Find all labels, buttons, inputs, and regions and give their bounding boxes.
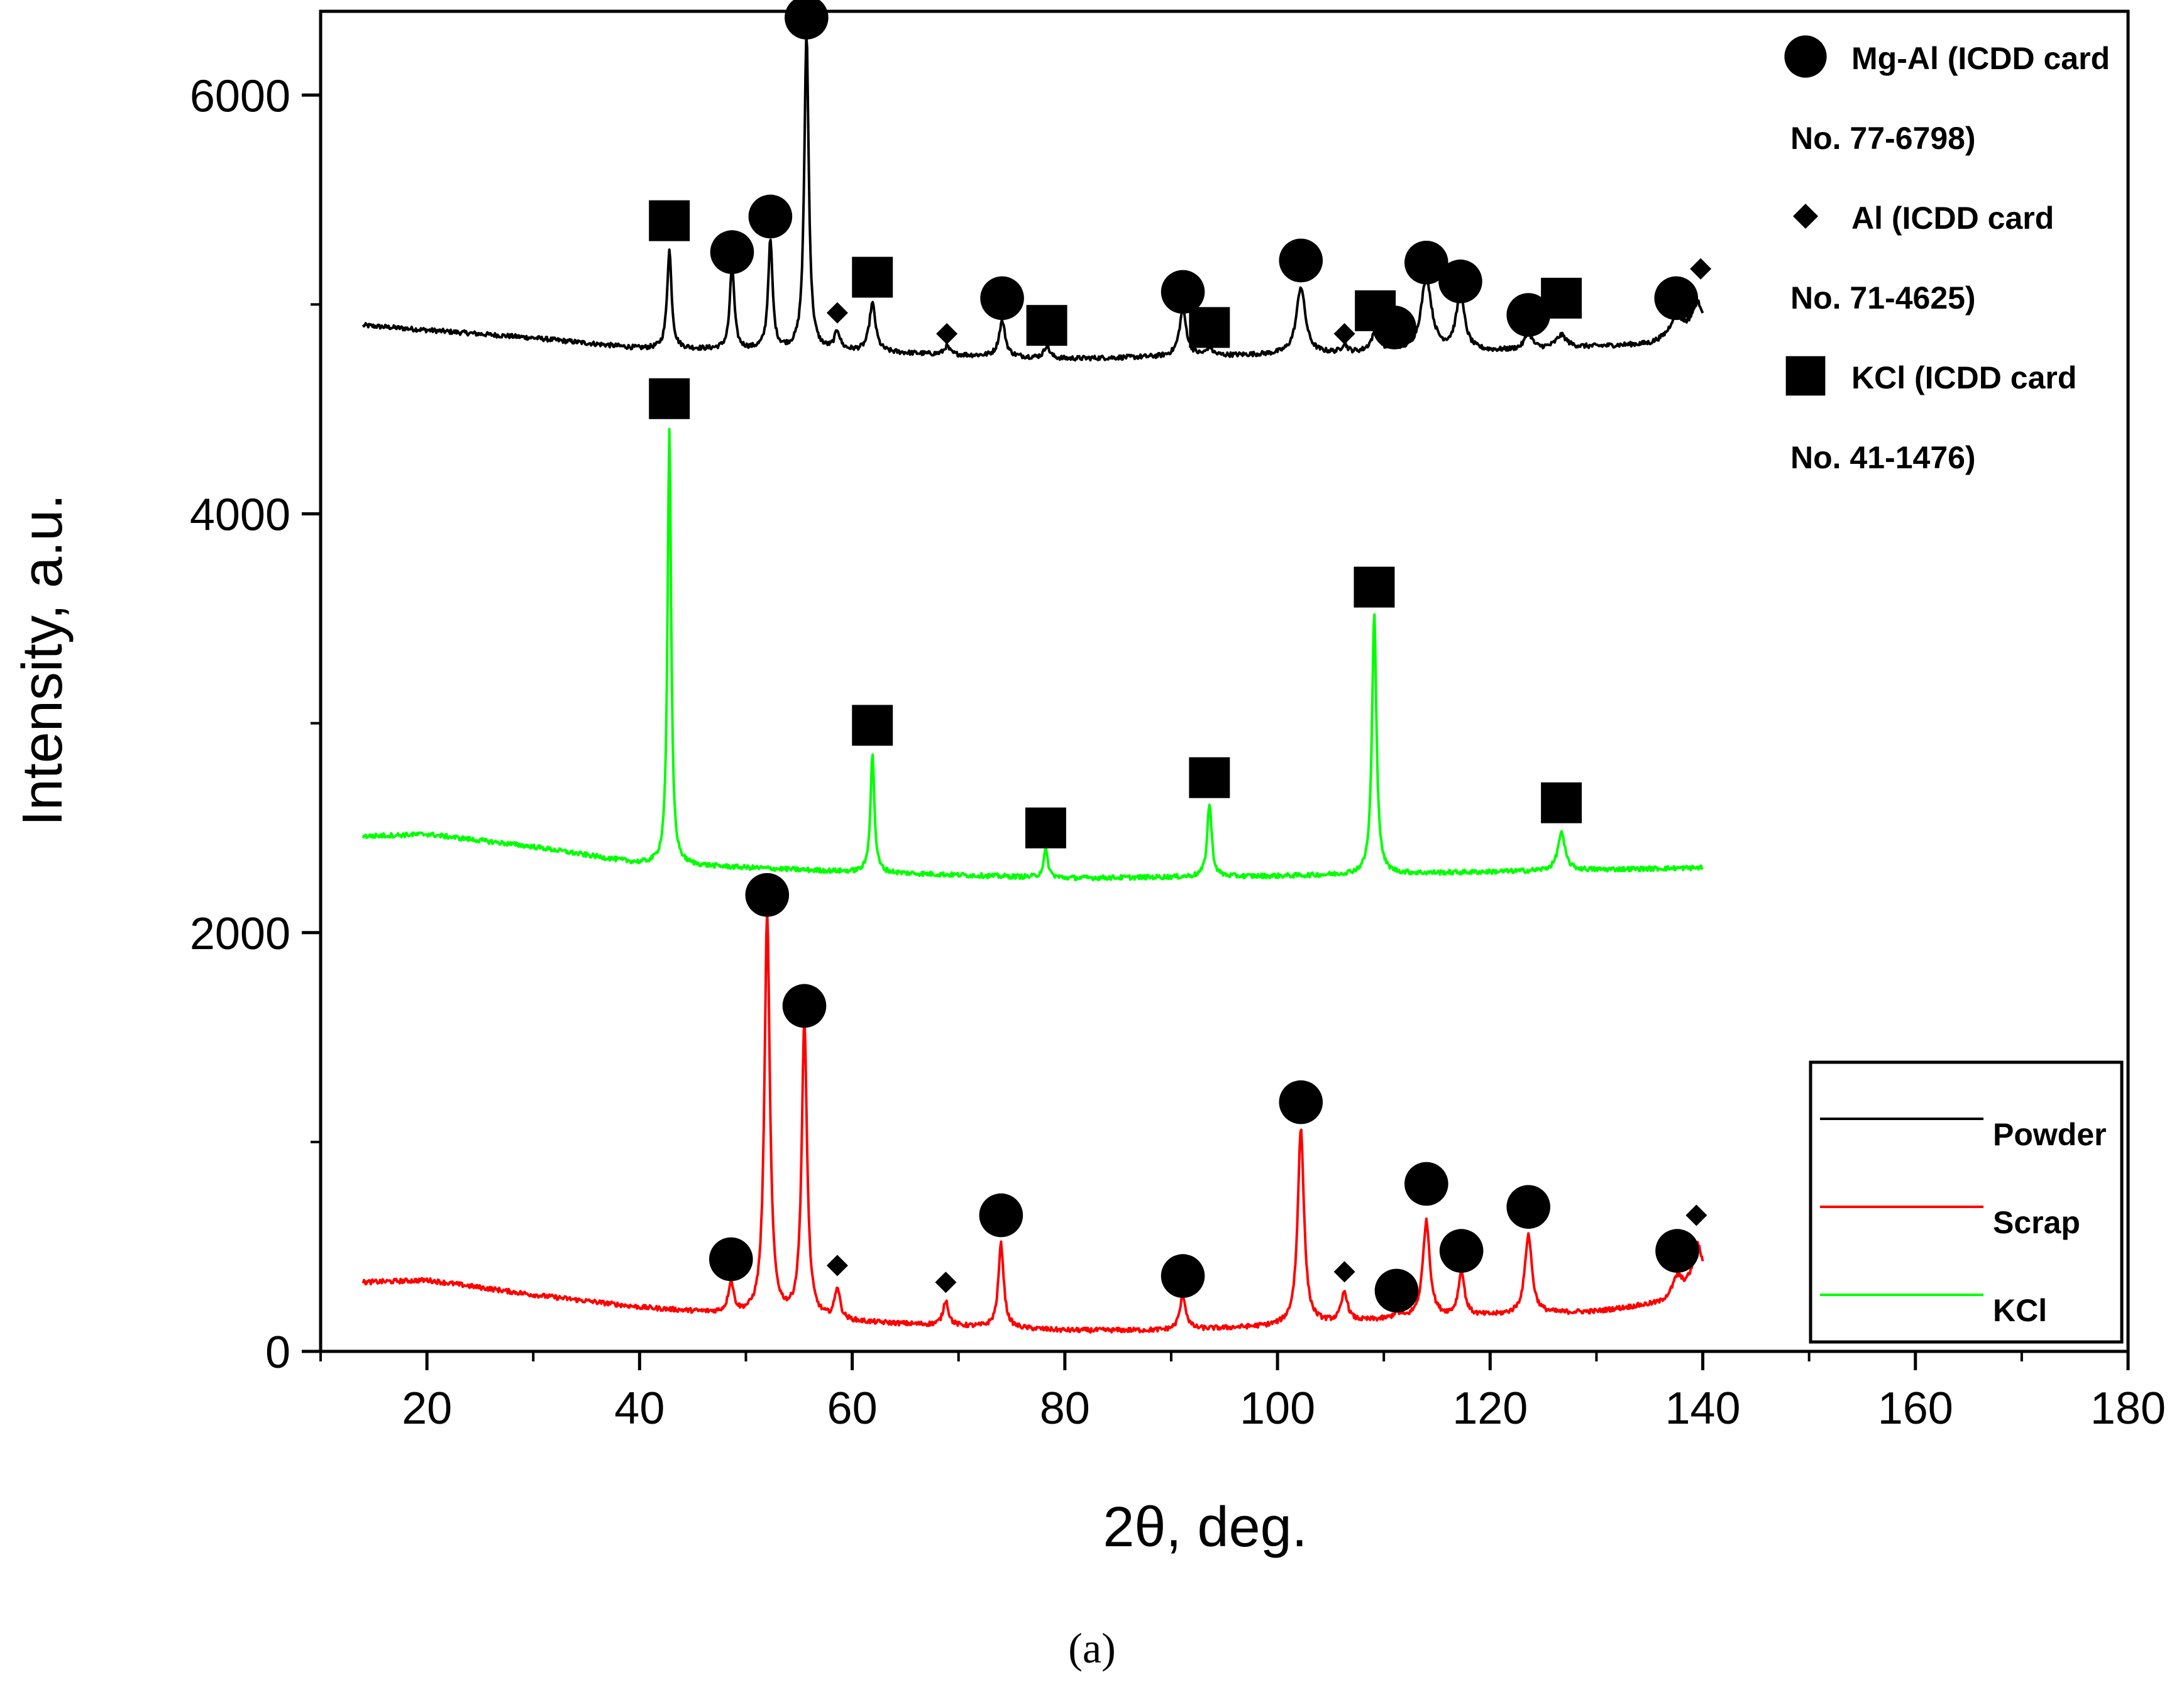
x-tick-label: 100: [1240, 1383, 1315, 1434]
phase-marker-square: [852, 705, 893, 746]
phase-marker-circle: [1374, 1268, 1419, 1313]
series-legend-label: Scrap: [1993, 1205, 2080, 1240]
phase-marker-circle: [1506, 1185, 1550, 1229]
x-tick-label: 80: [1040, 1383, 1090, 1434]
phase-legend-symbol-circle: [1784, 35, 1827, 78]
phase-marker-square: [1541, 782, 1582, 823]
series-layer: [361, 33, 1704, 1334]
phase-marker-diamond: [1690, 258, 1712, 280]
phase-marker-circle: [1161, 270, 1205, 314]
phase-marker-circle: [980, 276, 1024, 321]
phase-marker-circle: [782, 984, 827, 1028]
x-tick-label: 180: [2090, 1383, 2166, 1434]
x-tick-label: 160: [1878, 1383, 1953, 1434]
x-tick-label: 120: [1452, 1383, 1528, 1434]
phase-marker-circle: [1506, 293, 1550, 337]
phase-legend-symbol-diamond: [1793, 204, 1818, 229]
tick-layer: 20 40 60 80 100 120 140 160 180 0 2000 4000 6000: [190, 71, 2166, 1434]
phase-marker-square: [649, 200, 690, 241]
phase-legend-symbol-square: [1785, 356, 1826, 396]
phase-marker-circle: [1438, 259, 1482, 304]
x-tick-label: 20: [402, 1383, 452, 1434]
series-legend-label: KCl: [1993, 1293, 2047, 1328]
phase-marker-circle: [1404, 240, 1448, 285]
series-legend: Powder Scrap KCl: [1809, 1060, 2124, 1344]
phase-marker-circle: [748, 194, 793, 239]
phase-marker-diamond: [936, 323, 958, 345]
phase-legend-card-number: No. 71-4625): [1790, 280, 1976, 316]
y-axis-title: Intensity, a.u.: [11, 494, 74, 827]
phase-marker-circle: [1279, 1080, 1323, 1124]
x-tick-label: 60: [827, 1383, 878, 1434]
phase-legend-label: Al (ICDD card: [1851, 201, 2054, 236]
phase-marker-diamond: [1333, 323, 1355, 345]
phase-marker-square: [852, 256, 893, 298]
phase-marker-circle: [1404, 1162, 1448, 1206]
phase-legend-card-number: No. 41-1476): [1790, 440, 1976, 475]
phase-marker-circle: [1654, 276, 1699, 321]
series-line-powder: [361, 33, 1704, 362]
plot-frame: [319, 9, 2130, 1353]
marker-layer: [649, 0, 1712, 1313]
y-tick-label: 0: [265, 1327, 290, 1378]
phase-marker-circle: [1279, 238, 1323, 283]
phase-legend: Mg-Al (ICDD card No. 77-6798) Al (ICDD car…: [1784, 35, 2110, 475]
phase-marker-square: [1026, 305, 1067, 346]
phase-marker-square: [649, 378, 690, 419]
phase-marker-diamond: [1685, 1204, 1707, 1226]
phase-marker-circle: [709, 1237, 753, 1282]
phase-marker-square: [1355, 290, 1396, 331]
phase-marker-circle: [1439, 1229, 1484, 1273]
series-line-kcl: [361, 427, 1704, 882]
x-tick-label: 140: [1665, 1383, 1740, 1434]
x-tick-label: 40: [614, 1383, 665, 1434]
y-tick-label: 6000: [190, 71, 290, 121]
y-tick-label: 2000: [190, 909, 290, 959]
phase-marker-diamond: [826, 302, 848, 324]
phase-marker-circle: [710, 230, 754, 274]
phase-legend-label: Mg-Al (ICDD card: [1851, 41, 2110, 76]
series-legend-label: Powder: [1993, 1117, 2107, 1152]
series-line-scrap: [361, 910, 1704, 1334]
phase-marker-circle: [979, 1193, 1023, 1238]
phase-legend-card-number: No. 77-6798): [1790, 121, 1976, 156]
phase-marker-square: [1189, 307, 1230, 348]
phase-marker-circle: [745, 872, 790, 917]
x-axis-title: 2θ, deg.: [1103, 1496, 1307, 1559]
phase-marker-square: [1189, 757, 1230, 798]
phase-legend-label: KCl (ICDD card: [1851, 360, 2076, 395]
phase-marker-circle: [1655, 1229, 1699, 1273]
y-tick-label: 4000: [190, 490, 290, 541]
phase-marker-diamond: [1333, 1261, 1355, 1283]
phase-marker-circle: [1161, 1254, 1205, 1298]
phase-marker-square: [1541, 277, 1582, 319]
phase-marker-diamond: [935, 1272, 957, 1294]
phase-marker-square: [1354, 566, 1395, 608]
phase-marker-square: [1025, 807, 1066, 849]
series-legend-box: [1809, 1060, 2124, 1344]
phase-marker-diamond: [826, 1255, 848, 1277]
figure-caption: (a): [1068, 1624, 1115, 1672]
